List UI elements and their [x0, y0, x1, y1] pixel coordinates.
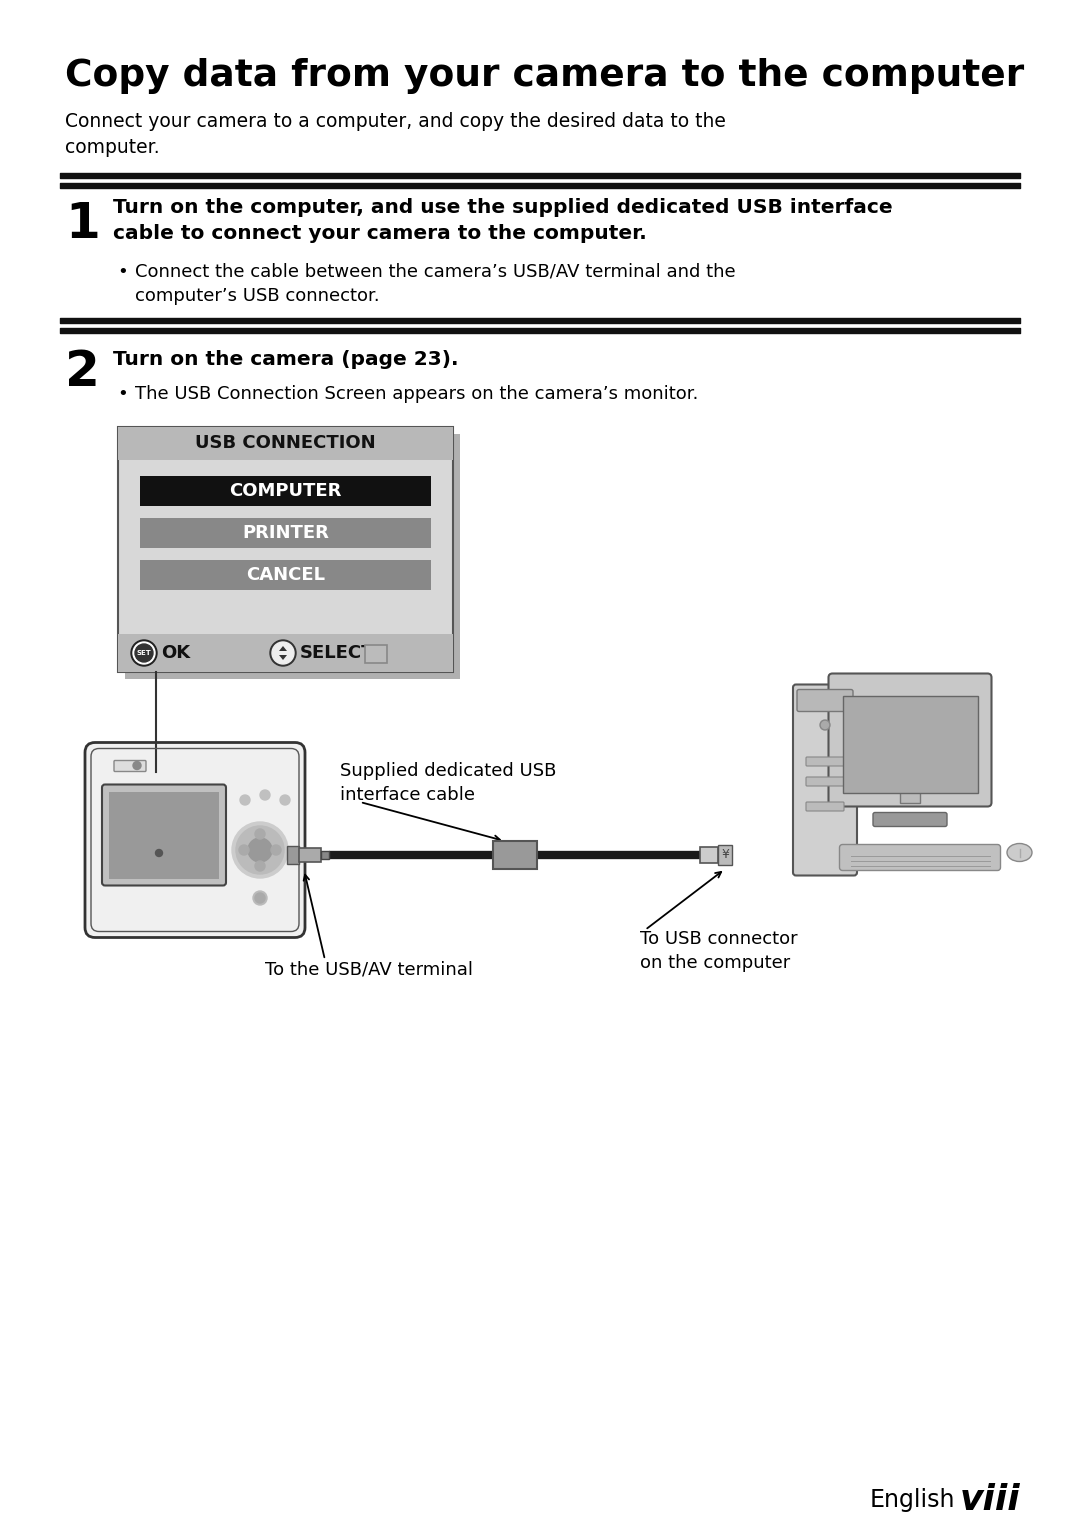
- Circle shape: [255, 893, 265, 903]
- Text: Turn on the computer, and use the supplied dedicated USB interface
cable to conn: Turn on the computer, and use the suppli…: [113, 198, 893, 243]
- Text: Connect your camera to a computer, and copy the desired data to the
computer.: Connect your camera to a computer, and c…: [65, 113, 726, 157]
- Text: Turn on the camera (page 23).: Turn on the camera (page 23).: [113, 350, 459, 370]
- Circle shape: [822, 721, 828, 729]
- Text: SELECT: SELECT: [300, 643, 375, 662]
- FancyBboxPatch shape: [118, 427, 453, 672]
- Text: SET: SET: [137, 649, 151, 656]
- FancyBboxPatch shape: [140, 560, 431, 590]
- Circle shape: [253, 891, 267, 905]
- Polygon shape: [279, 646, 287, 651]
- Circle shape: [237, 826, 284, 875]
- Circle shape: [255, 829, 265, 840]
- Circle shape: [232, 821, 288, 878]
- Text: OK: OK: [161, 643, 190, 662]
- FancyBboxPatch shape: [806, 802, 843, 811]
- FancyBboxPatch shape: [718, 846, 732, 865]
- FancyBboxPatch shape: [806, 757, 843, 767]
- FancyBboxPatch shape: [321, 852, 329, 859]
- FancyBboxPatch shape: [806, 777, 843, 786]
- Circle shape: [133, 762, 141, 770]
- FancyBboxPatch shape: [365, 645, 387, 663]
- FancyBboxPatch shape: [85, 742, 305, 937]
- FancyBboxPatch shape: [118, 427, 453, 459]
- Text: Connect the cable between the camera’s USB/AV terminal and the
computer’s USB co: Connect the cable between the camera’s U…: [135, 263, 735, 306]
- Circle shape: [272, 642, 294, 665]
- FancyBboxPatch shape: [492, 841, 537, 868]
- FancyBboxPatch shape: [125, 433, 460, 678]
- FancyBboxPatch shape: [299, 849, 321, 862]
- Circle shape: [135, 643, 153, 662]
- FancyBboxPatch shape: [797, 689, 853, 712]
- Text: The USB Connection Screen appears on the camera’s monitor.: The USB Connection Screen appears on the…: [135, 385, 699, 403]
- Text: viii: viii: [960, 1483, 1021, 1516]
- FancyBboxPatch shape: [828, 674, 991, 806]
- FancyBboxPatch shape: [140, 476, 431, 506]
- FancyBboxPatch shape: [873, 812, 947, 826]
- FancyBboxPatch shape: [287, 846, 299, 864]
- Text: To USB connector
on the computer: To USB connector on the computer: [640, 929, 798, 972]
- FancyBboxPatch shape: [140, 519, 431, 548]
- Text: CANCEL: CANCEL: [246, 566, 325, 584]
- FancyBboxPatch shape: [114, 760, 146, 771]
- Circle shape: [131, 640, 157, 666]
- Circle shape: [239, 846, 249, 855]
- FancyBboxPatch shape: [839, 844, 1000, 870]
- Text: 1: 1: [65, 199, 99, 248]
- Circle shape: [133, 642, 156, 665]
- FancyBboxPatch shape: [900, 780, 920, 803]
- Text: COMPUTER: COMPUTER: [229, 482, 341, 500]
- FancyBboxPatch shape: [793, 684, 858, 876]
- FancyBboxPatch shape: [118, 634, 453, 672]
- Circle shape: [240, 795, 249, 805]
- Text: 2: 2: [65, 348, 99, 395]
- FancyBboxPatch shape: [700, 847, 718, 862]
- Text: •: •: [117, 385, 127, 403]
- Text: •: •: [117, 263, 127, 281]
- Circle shape: [270, 640, 296, 666]
- Ellipse shape: [1007, 844, 1032, 861]
- Text: USB CONNECTION: USB CONNECTION: [195, 435, 376, 453]
- Text: To the USB/AV terminal: To the USB/AV terminal: [265, 960, 473, 978]
- Circle shape: [280, 795, 291, 805]
- Text: Copy data from your camera to the computer: Copy data from your camera to the comput…: [65, 58, 1024, 94]
- Text: ¥: ¥: [721, 849, 729, 861]
- Circle shape: [156, 850, 162, 856]
- Circle shape: [260, 789, 270, 800]
- Text: Supplied dedicated USB
interface cable: Supplied dedicated USB interface cable: [340, 762, 556, 803]
- Circle shape: [255, 861, 265, 872]
- Text: English: English: [870, 1488, 956, 1512]
- FancyBboxPatch shape: [842, 695, 977, 792]
- Polygon shape: [279, 656, 287, 660]
- Circle shape: [248, 838, 272, 862]
- Circle shape: [271, 846, 281, 855]
- FancyBboxPatch shape: [102, 785, 226, 885]
- Text: PRINTER: PRINTER: [242, 525, 329, 541]
- FancyBboxPatch shape: [109, 791, 219, 879]
- Circle shape: [820, 719, 831, 730]
